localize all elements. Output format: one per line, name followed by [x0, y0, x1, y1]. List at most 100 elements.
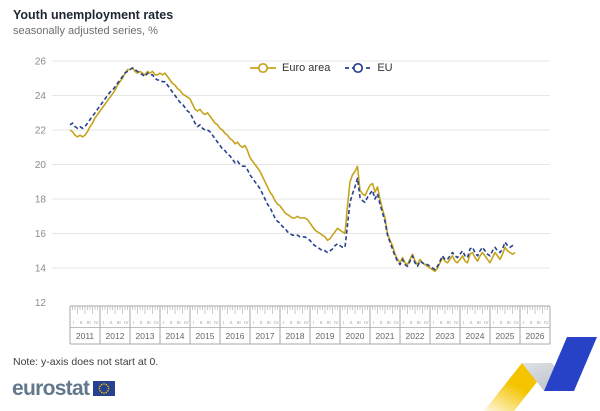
svg-text:I: I — [133, 320, 134, 325]
svg-text:I: I — [253, 320, 254, 325]
svg-text:I: I — [373, 320, 374, 325]
svg-text:III: III — [147, 320, 151, 325]
svg-text:2021: 2021 — [376, 331, 395, 341]
svg-text:2022: 2022 — [406, 331, 425, 341]
svg-text:18: 18 — [35, 195, 47, 206]
svg-text:II: II — [410, 320, 413, 325]
svg-text:2015: 2015 — [196, 331, 215, 341]
svg-text:2026: 2026 — [526, 331, 545, 341]
svg-text:II: II — [470, 320, 473, 325]
svg-text:III: III — [117, 320, 121, 325]
svg-text:2012: 2012 — [106, 331, 125, 341]
svg-text:III: III — [507, 320, 511, 325]
svg-text:II: II — [350, 320, 353, 325]
svg-text:II: II — [440, 320, 443, 325]
svg-text:I: I — [523, 320, 524, 325]
svg-text:IV: IV — [514, 320, 519, 325]
svg-text:IV: IV — [544, 320, 549, 325]
svg-text:IV: IV — [124, 320, 129, 325]
svg-text:IV: IV — [274, 320, 279, 325]
svg-text:II: II — [260, 320, 263, 325]
svg-text:III: III — [417, 320, 421, 325]
svg-text:II: II — [230, 320, 233, 325]
eurostat-wordmark: eurostat — [12, 377, 90, 400]
eu-line-marker-icon — [345, 62, 372, 74]
svg-text:I: I — [433, 320, 434, 325]
trend-arrow-decoration — [484, 337, 597, 411]
svg-text:II: II — [200, 320, 203, 325]
svg-text:24: 24 — [35, 91, 47, 102]
legend-label-eu: EU — [377, 62, 393, 74]
svg-text:12: 12 — [35, 298, 47, 309]
svg-text:22: 22 — [35, 126, 47, 137]
svg-text:20: 20 — [35, 160, 47, 171]
deco-blue-band — [544, 337, 597, 391]
svg-text:II: II — [530, 320, 533, 325]
svg-text:III: III — [177, 320, 181, 325]
svg-text:IV: IV — [454, 320, 459, 325]
series-line-eu — [69, 67, 516, 271]
svg-text:I: I — [283, 320, 284, 325]
legend-item-eu: EU — [344, 62, 393, 74]
svg-text:IV: IV — [484, 320, 489, 325]
svg-text:II: II — [170, 320, 173, 325]
svg-text:I: I — [103, 320, 104, 325]
svg-text:III: III — [327, 320, 331, 325]
svg-text:2017: 2017 — [256, 331, 275, 341]
svg-text:I: I — [313, 320, 314, 325]
svg-text:IV: IV — [304, 320, 309, 325]
svg-text:I: I — [403, 320, 404, 325]
svg-text:IV: IV — [94, 320, 99, 325]
svg-text:IV: IV — [334, 320, 339, 325]
svg-text:2024: 2024 — [466, 331, 485, 341]
svg-text:II: II — [320, 320, 323, 325]
svg-text:IV: IV — [214, 320, 219, 325]
svg-text:I: I — [163, 320, 164, 325]
svg-text:I: I — [463, 320, 464, 325]
svg-text:14: 14 — [35, 264, 47, 275]
svg-text:2023: 2023 — [436, 331, 455, 341]
svg-text:III: III — [357, 320, 361, 325]
svg-text:2025: 2025 — [496, 331, 515, 341]
svg-text:2019: 2019 — [316, 331, 335, 341]
svg-text:26: 26 — [35, 57, 47, 68]
legend-label-euro-area: Euro area — [282, 62, 331, 74]
svg-text:III: III — [87, 320, 91, 325]
euro-area-line-marker-icon — [250, 62, 276, 74]
eurostat-logo: eurostat — [12, 377, 116, 400]
svg-text:II: II — [80, 320, 83, 325]
svg-text:2016: 2016 — [226, 331, 245, 341]
svg-text:IV: IV — [184, 320, 189, 325]
y-axis-labels: 12 14 16 18 20 22 24 26 — [35, 57, 47, 310]
svg-text:2014: 2014 — [166, 331, 185, 341]
svg-text:II: II — [290, 320, 293, 325]
svg-text:III: III — [477, 320, 481, 325]
legend-item-euro-area: Euro area — [249, 62, 330, 74]
svg-text:2018: 2018 — [286, 331, 305, 341]
page-title: Youth unemployment rates — [13, 8, 174, 22]
svg-text:16: 16 — [35, 229, 47, 240]
svg-text:III: III — [447, 320, 451, 325]
svg-text:IV: IV — [244, 320, 249, 325]
svg-text:I: I — [223, 320, 224, 325]
svg-text:II: II — [500, 320, 503, 325]
svg-text:2013: 2013 — [136, 331, 155, 341]
svg-text:IV: IV — [424, 320, 429, 325]
svg-text:III: III — [237, 320, 241, 325]
svg-text:III: III — [537, 320, 541, 325]
svg-text:II: II — [140, 320, 143, 325]
page-subtitle: seasonally adjusted series, % — [13, 25, 158, 37]
svg-text:III: III — [387, 320, 391, 325]
svg-text:I: I — [193, 320, 194, 325]
svg-text:I: I — [343, 320, 344, 325]
axis-note: Note: y-axis does not start at 0. — [13, 356, 159, 368]
svg-text:I: I — [493, 320, 494, 325]
svg-text:2011: 2011 — [76, 331, 95, 341]
gridlines — [52, 60, 550, 269]
svg-text:I: I — [73, 320, 74, 325]
chart-legend: Euro area EU — [249, 60, 393, 76]
svg-text:III: III — [207, 320, 211, 325]
